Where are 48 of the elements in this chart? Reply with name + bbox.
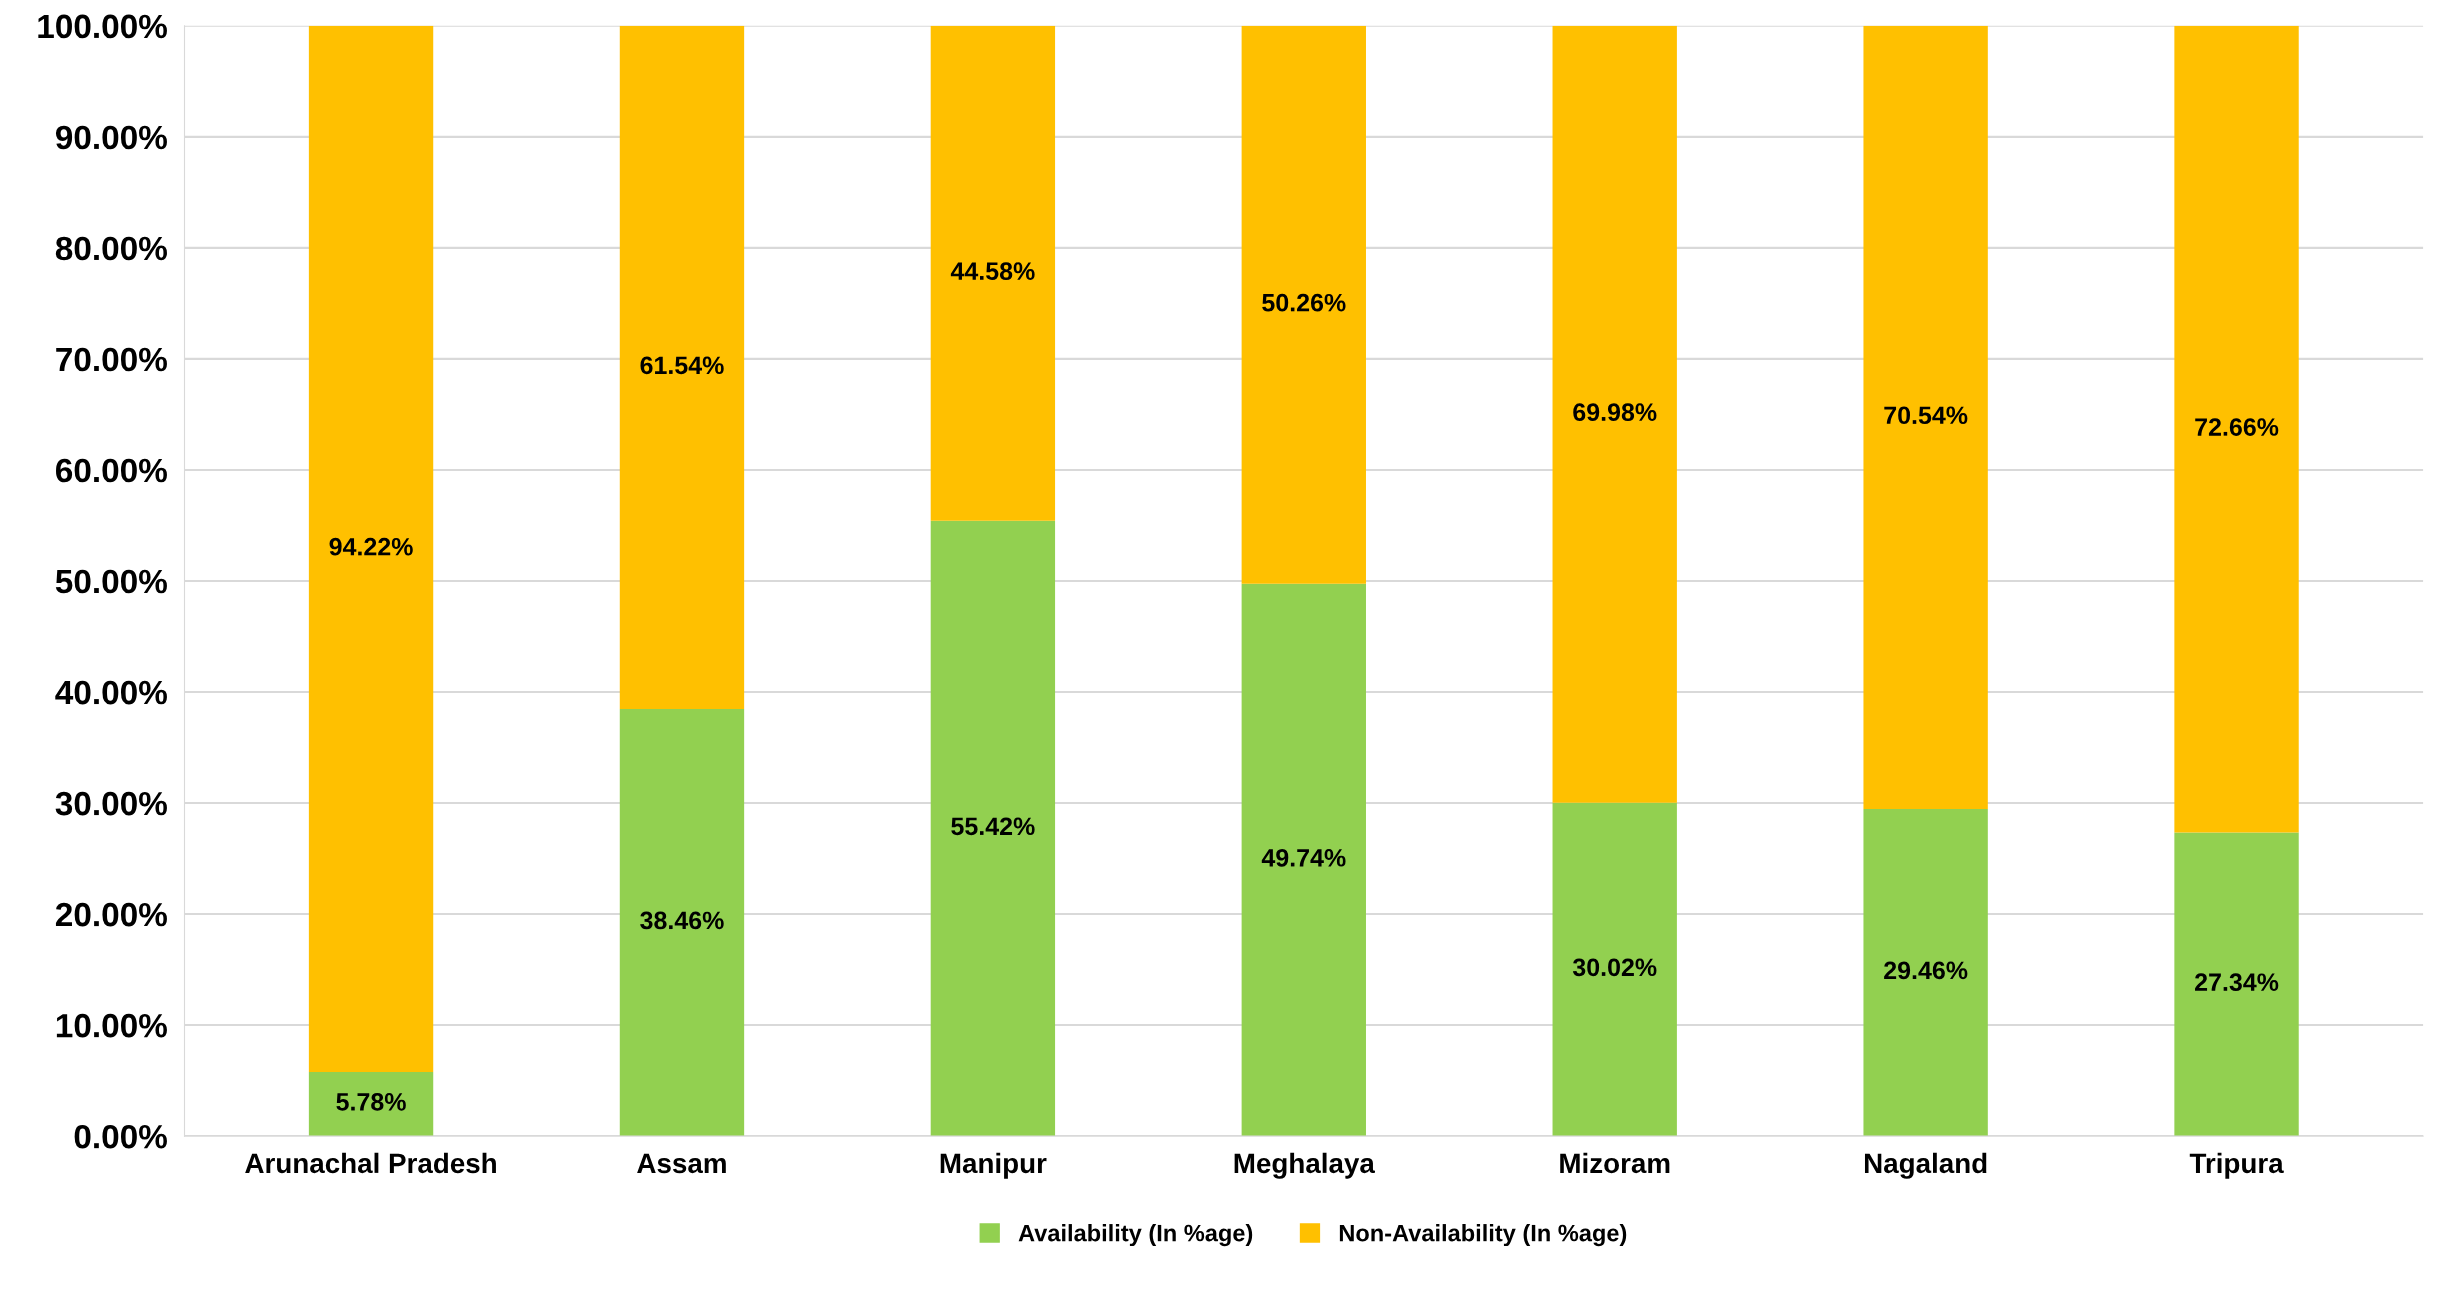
y-tick-label: 0.00% xyxy=(74,1124,167,1149)
y-tick-label: 70.00% xyxy=(56,347,167,372)
bar xyxy=(1241,25,1366,584)
bar xyxy=(2174,832,2299,1137)
legend-label: Non-Availability (In %age) xyxy=(1339,1224,1627,1247)
x-tick-label: Manipur xyxy=(940,1152,1047,1179)
data-label: 38.46% xyxy=(640,911,724,930)
x-tick-label: Tripura xyxy=(2189,1152,2284,1179)
y-tick-label: 60.00% xyxy=(56,458,167,483)
x-tick-label: Nagaland xyxy=(1864,1152,1987,1179)
bar xyxy=(930,520,1056,1137)
data-label: 44.58% xyxy=(950,262,1035,281)
bar xyxy=(619,25,745,710)
data-label: 30.02% xyxy=(1572,958,1657,977)
data-label: 69.98% xyxy=(1573,403,1657,422)
bar xyxy=(930,25,1056,521)
data-label: 61.54% xyxy=(640,356,724,375)
x-tick-label: Assam xyxy=(637,1153,726,1174)
data-label: 55.42% xyxy=(951,817,1035,836)
bar xyxy=(308,25,434,1072)
bar xyxy=(2174,25,2299,833)
bar xyxy=(1241,583,1366,1137)
data-label: 29.46% xyxy=(1884,961,1968,980)
data-label: 5.78% xyxy=(336,1093,406,1111)
y-tick-label: 10.00% xyxy=(56,1013,167,1038)
data-label: 27.34% xyxy=(2195,973,2279,992)
bar xyxy=(619,709,745,1137)
x-tick-label: Arunachal Pradesh xyxy=(245,1152,496,1174)
data-label: 49.74% xyxy=(1261,848,1346,867)
y-tick-label: 30.00% xyxy=(55,791,167,816)
data-label: 70.54% xyxy=(1884,406,1968,425)
x-tick-label: Meghalaya xyxy=(1234,1152,1375,1179)
y-tick-label: 50.00% xyxy=(55,569,167,594)
legend-label: Availability (In %age) xyxy=(1018,1224,1253,1247)
data-label: 72.66% xyxy=(2195,418,2279,436)
x-tick-label: Mizoram xyxy=(1560,1152,1670,1174)
y-tick-label: 40.00% xyxy=(55,680,167,705)
data-label: 94.22% xyxy=(329,537,413,556)
data-label: 50.26% xyxy=(1262,293,1346,312)
bar xyxy=(1863,809,1988,1137)
y-tick-label: 90.00% xyxy=(55,125,167,150)
bar xyxy=(1863,25,1988,809)
y-tick-label: 100.00% xyxy=(38,14,167,39)
y-tick-label: 20.00% xyxy=(55,902,167,927)
bar xyxy=(308,1071,434,1137)
y-tick-label: 80.00% xyxy=(55,236,167,261)
bar xyxy=(1552,802,1677,1137)
bar xyxy=(1552,25,1677,803)
